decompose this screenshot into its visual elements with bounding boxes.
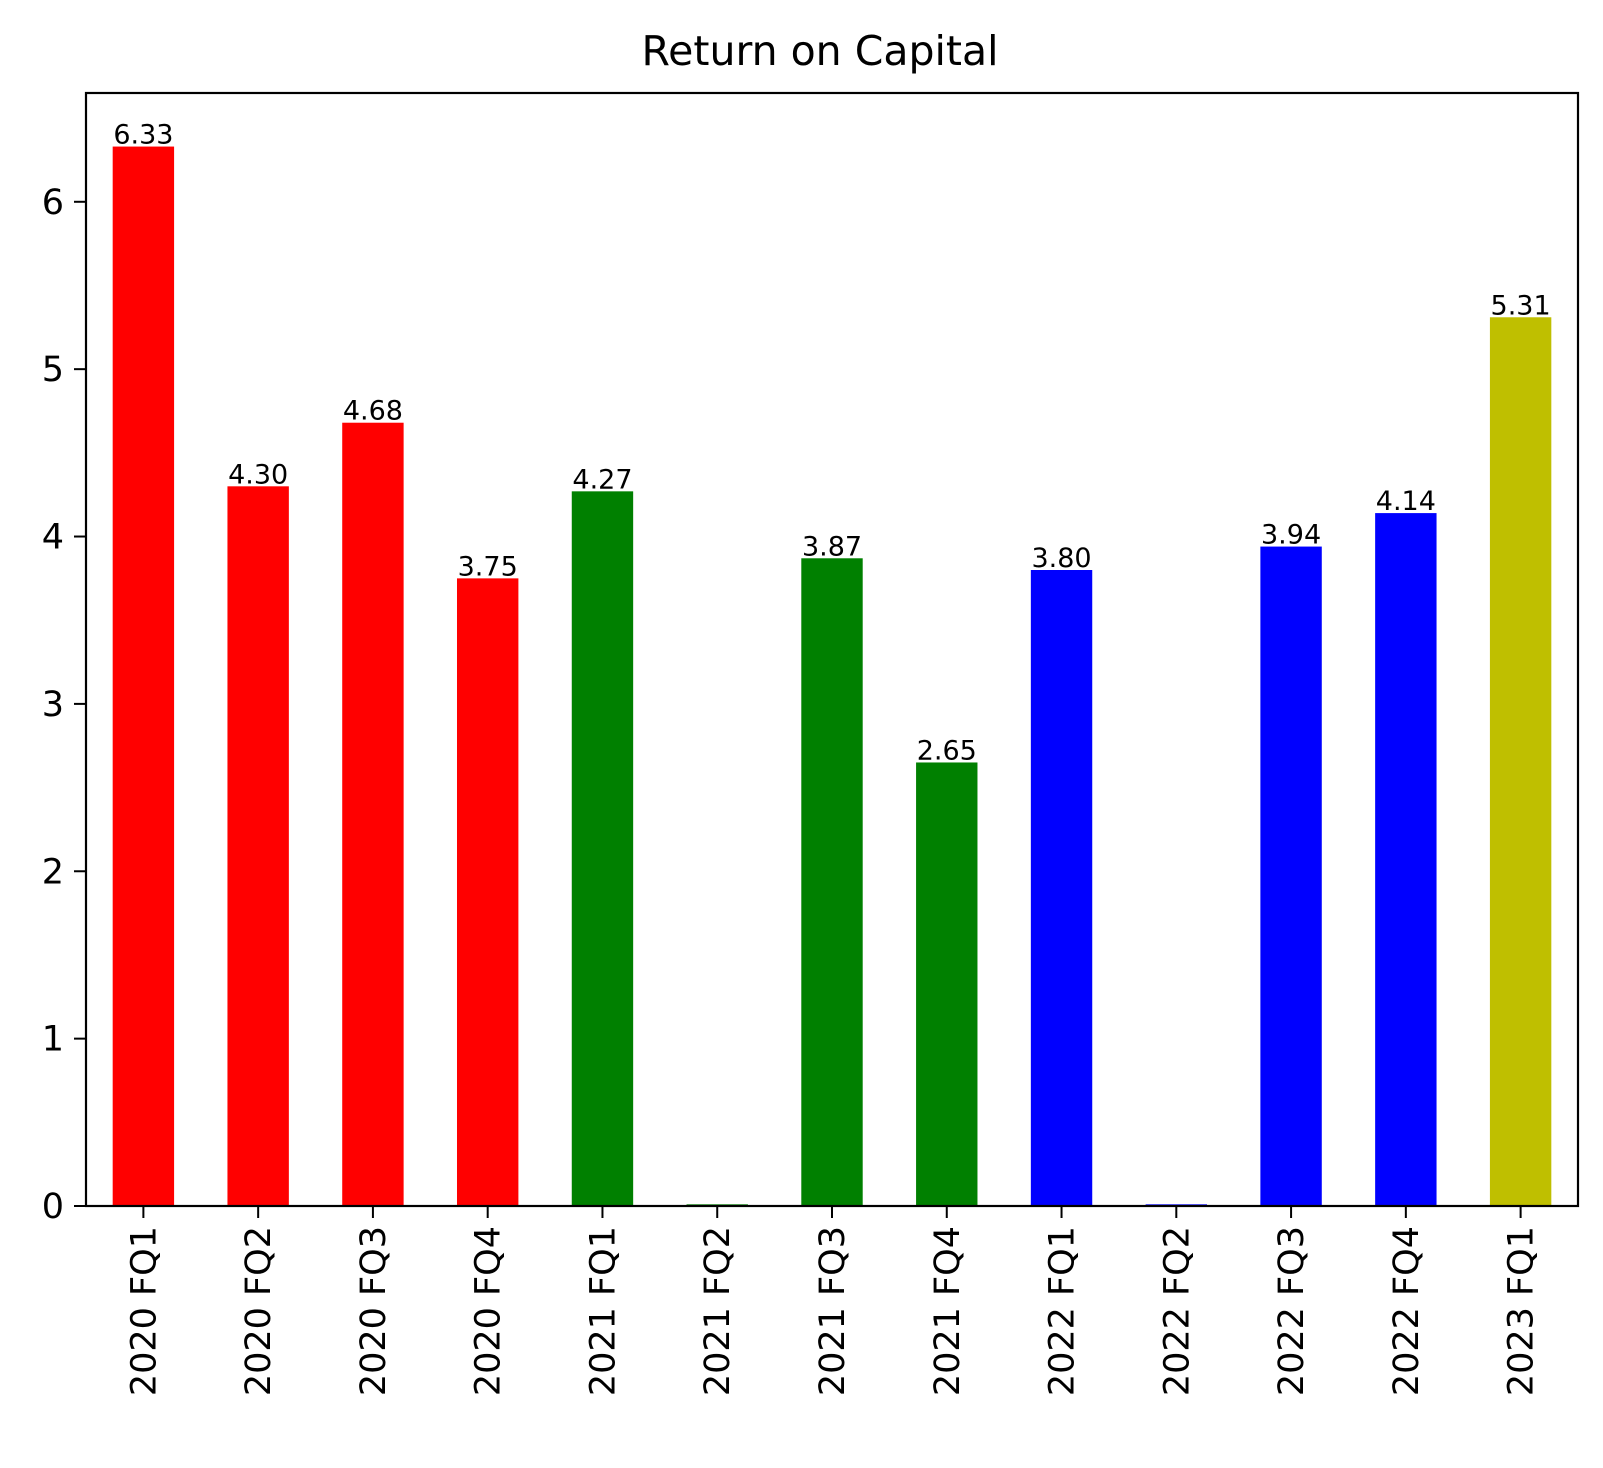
- x-tick-label: 2021 FQ1: [583, 1226, 623, 1396]
- data-label: 5.31: [1491, 290, 1551, 321]
- y-tick-label: 4: [42, 518, 64, 558]
- data-label: 4.68: [343, 396, 403, 427]
- data-label: 2.65: [917, 735, 977, 766]
- x-tick-label: 2021 FQ2: [698, 1226, 738, 1396]
- x-tick-label: 2022 FQ4: [1387, 1226, 1427, 1396]
- plot-frame: [84, 91, 1580, 1208]
- x-axis: 2020 FQ1 2020 FQ2 2020 FQ3 2020 FQ4 2021 FQ1…: [124, 1206, 1542, 1396]
- x-tick-label: 2020 FQ2: [239, 1226, 279, 1396]
- data-label: 4.30: [228, 459, 288, 490]
- bar: [227, 486, 289, 1206]
- bar: [342, 422, 404, 1206]
- x-tick-label: 2023 FQ1: [1502, 1226, 1542, 1396]
- y-tick-label: 2: [42, 852, 64, 892]
- bar: [1375, 513, 1437, 1206]
- y-tick-label: 5: [42, 350, 64, 390]
- data-labels-layer: 6.33 4.30 4.68 3.75 4.27 3.87 2.65 3.80 3.94 4.14…: [113, 120, 1550, 767]
- bar: [112, 146, 175, 1207]
- bar: [571, 491, 634, 1206]
- y-tick-label: 6: [42, 183, 64, 223]
- x-tick-label: 2020 FQ3: [354, 1226, 394, 1396]
- y-tick-label: 3: [42, 685, 64, 725]
- x-tick-label: 2020 FQ4: [469, 1226, 509, 1396]
- data-label: 3.75: [458, 551, 518, 582]
- data-label: 3.87: [802, 531, 862, 562]
- x-tick-label: 2022 FQ2: [1157, 1226, 1197, 1396]
- y-tick-label: 0: [42, 1187, 64, 1227]
- bar: [1030, 570, 1093, 1206]
- data-label: 4.14: [1376, 486, 1436, 517]
- x-tick-label: 2021 FQ3: [813, 1226, 853, 1396]
- data-label: 3.80: [1031, 543, 1091, 574]
- y-axis: 0 1 2 3 4 5 6: [42, 183, 86, 1227]
- data-label: 3.94: [1261, 520, 1321, 551]
- bars-layer: [112, 146, 1552, 1207]
- chart-title: Return on Capital: [642, 27, 999, 75]
- x-tick-label: 2022 FQ3: [1272, 1226, 1312, 1396]
- bar: [456, 578, 519, 1206]
- data-label: 6.33: [113, 120, 173, 151]
- bar: [1260, 546, 1322, 1206]
- x-tick-label: 2021 FQ4: [928, 1226, 968, 1396]
- bar: [1489, 317, 1552, 1206]
- x-tick-label: 2022 FQ1: [1043, 1226, 1083, 1396]
- y-tick-label: 1: [42, 1020, 64, 1060]
- bar: [801, 558, 863, 1206]
- bar: [916, 762, 978, 1206]
- data-label: 4.27: [572, 464, 632, 495]
- x-tick-label: 2020 FQ1: [124, 1226, 164, 1396]
